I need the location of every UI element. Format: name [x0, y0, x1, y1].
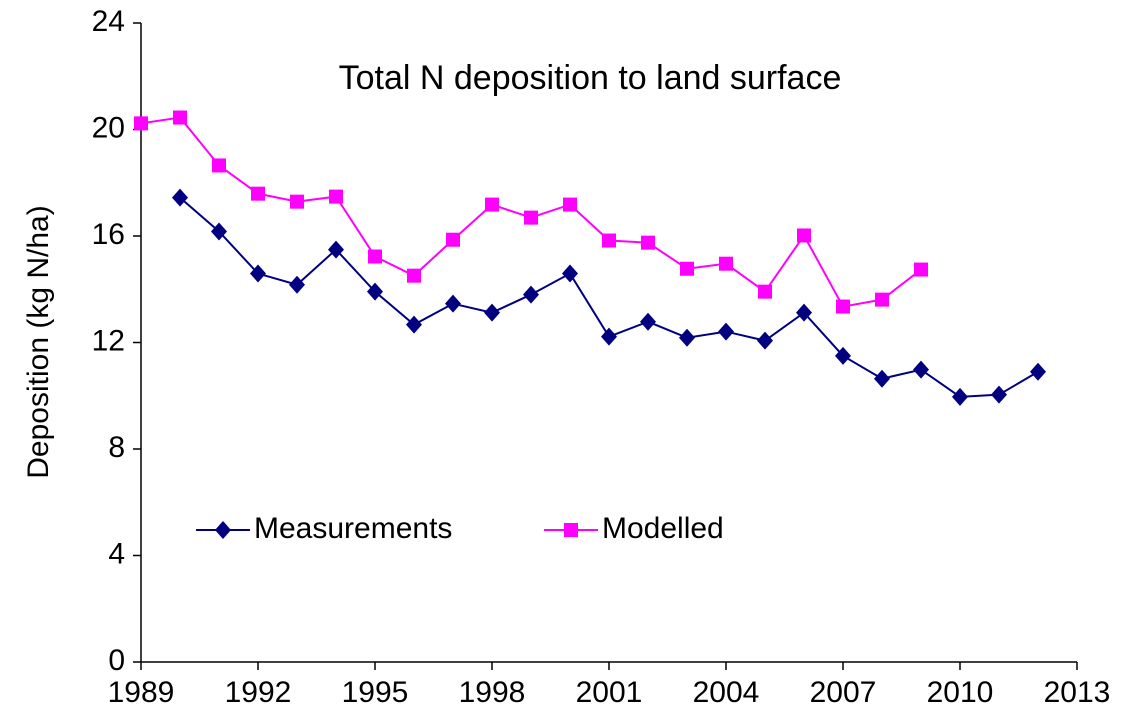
marker: [563, 197, 577, 212]
y-tick-label: 16: [92, 218, 125, 251]
marker: [718, 322, 734, 341]
x-tick-label: 1992: [225, 676, 292, 709]
marker: [368, 249, 382, 264]
x-tick-label: 2001: [576, 676, 643, 709]
marker: [290, 194, 304, 209]
marker: [173, 110, 187, 125]
marker: [602, 233, 616, 248]
marker: [328, 240, 344, 259]
marker: [172, 188, 188, 207]
marker: [215, 521, 231, 539]
marker: [562, 264, 578, 283]
marker: [564, 523, 578, 537]
x-tick-label: 2004: [693, 676, 760, 709]
legend-label: Measurements: [254, 512, 452, 545]
marker: [484, 303, 500, 322]
marker: [329, 189, 343, 204]
marker: [796, 303, 812, 322]
marker: [212, 158, 226, 173]
marker: [758, 284, 772, 299]
marker: [251, 186, 265, 201]
marker: [367, 282, 383, 301]
marker: [485, 197, 499, 212]
marker: [680, 261, 694, 276]
x-tick-label: 2010: [927, 676, 994, 709]
marker: [134, 116, 148, 131]
marker: [524, 210, 538, 225]
y-tick-label: 8: [108, 431, 125, 464]
y-tick-label: 20: [92, 111, 125, 144]
x-tick-label: 1989: [108, 676, 175, 709]
marker: [797, 228, 811, 243]
y-tick-label: 0: [108, 644, 125, 677]
marker: [836, 299, 850, 314]
marker: [1030, 362, 1046, 381]
marker: [446, 232, 460, 247]
marker: [875, 292, 889, 307]
marker: [991, 385, 1007, 404]
marker: [289, 275, 305, 294]
marker: [679, 328, 695, 347]
marker: [874, 369, 890, 388]
marker: [640, 312, 656, 331]
marker: [835, 346, 851, 365]
y-tick-label: 24: [92, 5, 125, 38]
marker: [719, 256, 733, 271]
legend-label: Modelled: [602, 512, 724, 545]
marker: [914, 262, 928, 277]
marker: [757, 331, 773, 350]
x-tick-label: 2013: [1044, 676, 1111, 709]
marker: [445, 294, 461, 313]
marker: [406, 315, 422, 334]
y-tick-label: 12: [92, 324, 125, 357]
marker: [952, 387, 968, 406]
marker: [250, 264, 266, 283]
marker: [211, 222, 227, 241]
x-tick-label: 1995: [342, 676, 409, 709]
x-tick-label: 1998: [459, 676, 526, 709]
marker: [641, 235, 655, 250]
chart-title: Total N deposition to land surface: [339, 59, 842, 97]
y-tick-label: 4: [108, 537, 125, 570]
series-line: [179, 196, 1039, 398]
marker: [407, 268, 421, 283]
marker: [601, 327, 617, 346]
y-axis-label: Deposition (kg N/ha): [22, 205, 55, 478]
marker: [913, 360, 929, 379]
marker: [523, 285, 539, 304]
x-tick-label: 2007: [810, 676, 877, 709]
